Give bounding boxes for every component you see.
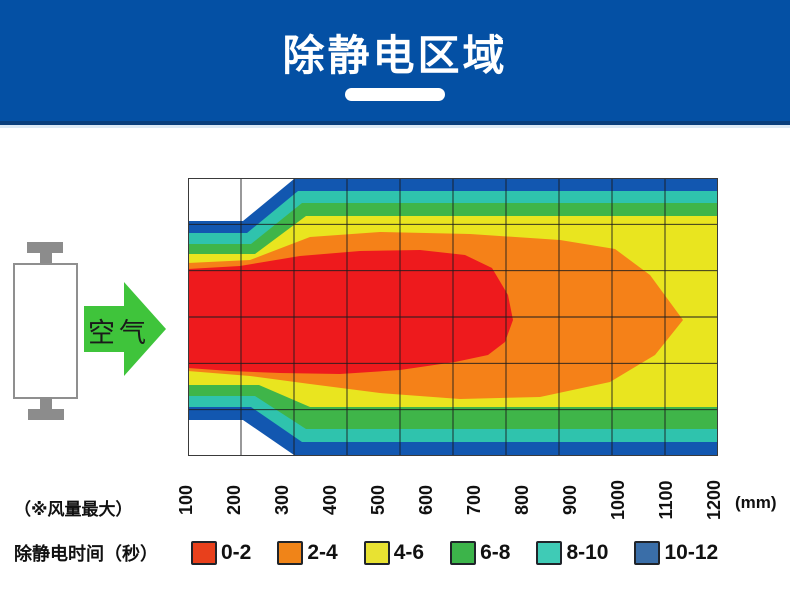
legend-item-8-10: 8-10 bbox=[536, 541, 608, 565]
legend-label: 10-12 bbox=[664, 541, 719, 564]
max-airflow-note: （※风量最大） bbox=[14, 500, 133, 519]
title-underline-bar bbox=[345, 88, 445, 101]
legend-item-4-6: 4-6 bbox=[363, 541, 425, 565]
x-tick-400: 400 bbox=[320, 484, 340, 516]
legend-label: 4-6 bbox=[393, 541, 425, 564]
device-body bbox=[13, 263, 78, 399]
x-tick-700: 700 bbox=[464, 484, 484, 516]
air-label: 空气 bbox=[88, 318, 150, 348]
x-axis-unit-label: (mm) bbox=[735, 493, 777, 512]
legend-title: 除静电时间（秒） bbox=[14, 544, 158, 564]
legend: 0-2 2-4 4-6 6-8 8-10 10-12 bbox=[191, 541, 718, 565]
device-top-bracket bbox=[27, 242, 63, 253]
banner-light-strip bbox=[0, 125, 790, 128]
legend-item-0-2: 0-2 bbox=[191, 541, 251, 565]
device-bottom-bracket bbox=[28, 409, 64, 420]
legend-swatch-2-4 bbox=[277, 541, 304, 565]
x-tick-600: 600 bbox=[416, 484, 436, 516]
legend-swatch-4-6 bbox=[363, 541, 390, 565]
legend-label: 0-2 bbox=[221, 541, 252, 564]
x-tick-500: 500 bbox=[368, 484, 388, 516]
x-tick-800: 800 bbox=[512, 484, 532, 516]
x-tick-300: 300 bbox=[272, 484, 292, 516]
legend-label: 8-10 bbox=[566, 541, 609, 564]
static-elimination-contour-chart bbox=[188, 178, 718, 456]
legend-item-2-4: 2-4 bbox=[277, 541, 338, 565]
banner-bottom-edge bbox=[0, 121, 790, 125]
legend-swatch-6-8 bbox=[450, 541, 477, 565]
header-banner: 除静电区域 bbox=[0, 0, 790, 121]
legend-swatch-8-10 bbox=[536, 541, 563, 565]
legend-item-10-12: 10-12 bbox=[634, 541, 718, 565]
contour-band-0-2s bbox=[188, 250, 513, 374]
x-tick-1000: 1000 bbox=[608, 479, 628, 521]
x-tick-100: 100 bbox=[176, 484, 196, 516]
x-tick-1100: 1100 bbox=[656, 480, 676, 520]
legend-item-6-8: 6-8 bbox=[450, 541, 510, 565]
legend-swatch-10-12 bbox=[634, 541, 661, 565]
air-arrow-head-icon bbox=[124, 282, 166, 376]
legend-label: 2-4 bbox=[307, 541, 338, 564]
device-top-stem bbox=[40, 252, 52, 265]
page-title: 除静电区域 bbox=[282, 32, 508, 79]
legend-label: 6-8 bbox=[480, 541, 511, 564]
x-tick-900: 900 bbox=[560, 484, 580, 516]
x-tick-1200: 1200 bbox=[704, 479, 724, 521]
legend-swatch-0-2 bbox=[191, 541, 217, 565]
device-bottom-stem bbox=[40, 397, 52, 410]
air-arrow-shaft bbox=[84, 306, 124, 352]
x-tick-200: 200 bbox=[224, 484, 244, 516]
